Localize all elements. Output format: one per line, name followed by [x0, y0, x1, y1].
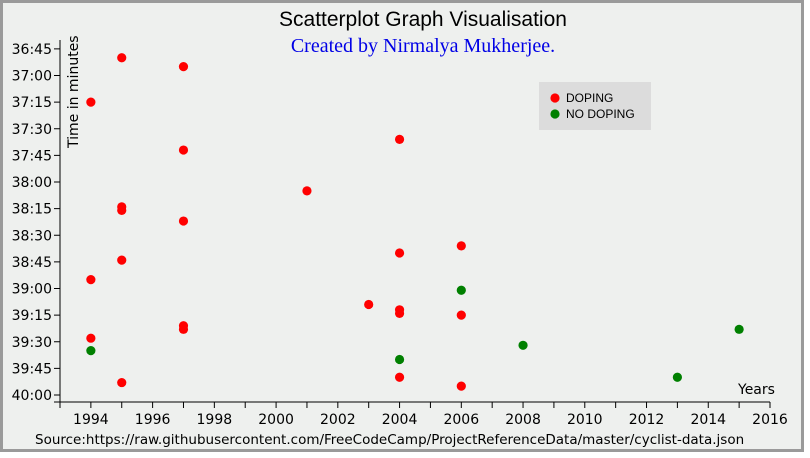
legend-marker-doping — [550, 93, 560, 103]
y-tick-label: 37:00 — [12, 69, 52, 85]
point-doping — [302, 186, 312, 196]
x-tick-label: 2016 — [752, 412, 788, 428]
y-tick-label: 39:15 — [12, 308, 52, 324]
point-doping — [86, 97, 96, 107]
point-doping — [456, 241, 466, 251]
y-tick-label: 37:30 — [12, 122, 52, 138]
y-tick-label: 39:00 — [12, 282, 52, 298]
legend-marker-no-doping — [550, 109, 560, 119]
point-doping — [394, 134, 405, 144]
y-tick-label: 39:45 — [12, 361, 52, 377]
point-doping — [456, 310, 466, 320]
point-doping — [178, 216, 189, 226]
point-doping — [364, 299, 374, 310]
point-doping — [394, 308, 405, 318]
x-tick-label: 2000 — [258, 412, 294, 428]
point-doping — [178, 62, 189, 72]
legend-box — [539, 82, 651, 130]
point-doping — [117, 377, 127, 388]
point-doping — [86, 333, 96, 343]
x-tick-label: 2012 — [629, 412, 665, 428]
y-axis-label: Time in minutes — [66, 35, 82, 149]
x-tick-label: 2008 — [505, 412, 541, 428]
legend-label-no-doping: NO DOPING — [566, 107, 635, 121]
y-tick-label: 38:45 — [12, 255, 52, 271]
x-tick-label: 2004 — [382, 412, 418, 428]
point-doping — [178, 145, 189, 155]
x-tick-label: 2002 — [320, 412, 356, 428]
y-tick-label: 37:45 — [12, 148, 52, 164]
x-axis-label: Years — [737, 382, 775, 398]
x-tick-label: 2006 — [443, 412, 479, 428]
y-tick-label: 38:15 — [12, 202, 52, 218]
point-doping — [178, 324, 189, 334]
point-no-doping — [86, 346, 96, 356]
point-no-doping — [734, 324, 744, 334]
legend-label-doping: DOPING — [566, 91, 613, 105]
y-tick-label: 40:00 — [12, 388, 52, 404]
chart-subtitle: Created by Nirmalya Mukherjee. — [291, 35, 555, 57]
chart-title: Scatterplot Graph Visualisation — [279, 8, 567, 31]
y-tick-label: 37:15 — [12, 95, 52, 111]
x-tick-label: 1998 — [197, 412, 233, 428]
point-no-doping — [518, 340, 528, 350]
x-tick-label: 2014 — [690, 412, 726, 428]
legend: DOPING NO DOPING — [539, 82, 651, 130]
point-doping — [117, 205, 127, 215]
plot-area: 36:45 37:00 37:15 37:30 37:45 38:00 38:15 38:30… — [12, 40, 788, 428]
x-tick-label: 2010 — [567, 412, 603, 428]
point-doping — [394, 372, 405, 382]
y-tick-label: 38:30 — [12, 228, 52, 244]
x-tick-label: 1996 — [135, 412, 171, 428]
point-doping — [456, 381, 466, 391]
point-doping — [117, 53, 127, 63]
point-doping — [117, 255, 127, 265]
point-no-doping — [672, 372, 682, 382]
point-no-doping — [394, 354, 405, 365]
y-tick-label: 36:45 — [12, 42, 52, 58]
point-doping — [86, 275, 96, 285]
y-tick-label: 38:00 — [12, 175, 52, 191]
source-text: Source:https://raw.githubusercontent.com… — [35, 432, 744, 448]
point-doping — [394, 248, 405, 258]
point-no-doping — [456, 285, 466, 295]
x-tick-label: 1994 — [73, 412, 109, 428]
y-tick-label: 39:30 — [12, 335, 52, 351]
